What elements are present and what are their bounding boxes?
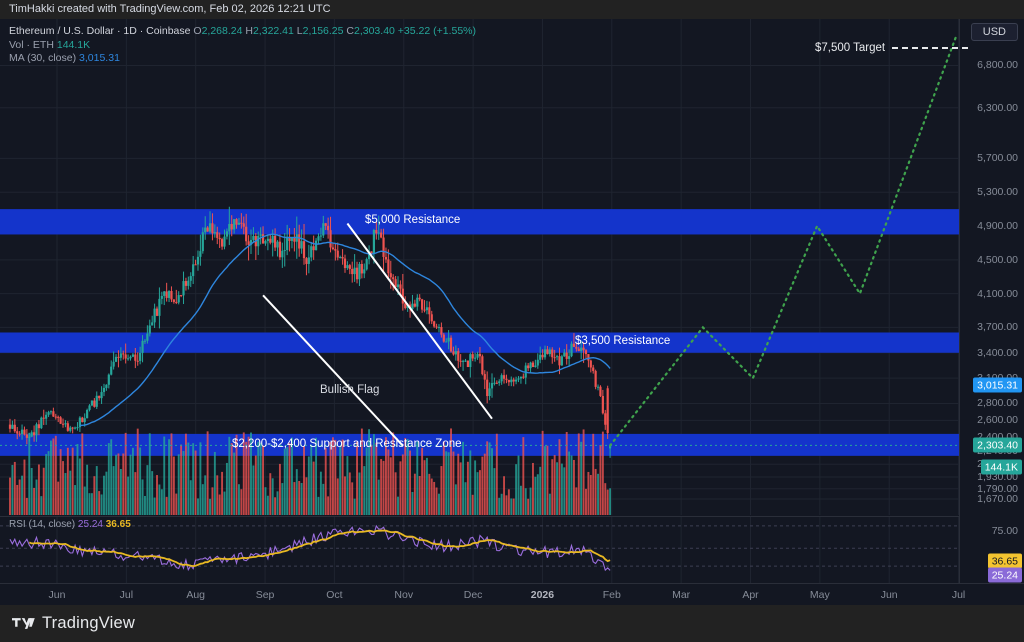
price-chart-svg [0,19,959,515]
legend-volume-value: 144.1K [56,38,91,51]
time-tick-may: May [809,589,830,601]
price-tick-6300: 6,300.00 [977,101,1018,114]
time-tick-dec: Dec [463,589,483,601]
target-dashed-line [892,47,969,49]
rsi-pane[interactable] [0,516,959,583]
legend-low-value: 2,156.25 [302,25,344,37]
rsi-signal-line [28,529,611,568]
ma-30-line [79,233,611,427]
tradingview-brand: TradingView [42,614,135,632]
rsi-legend-label: RSI (14, close) [9,519,76,530]
annotation-support-zone: $2,200-$2,400 Support and Resistance Zon… [232,437,462,450]
footer-bar: TradingView [0,605,1024,642]
price-tick-4900: 4,900.00 [977,220,1018,233]
chart-legend: Ethereum / U.S. Dollar · 1D · Coinbase O… [9,25,476,66]
legend-volume-label: Vol · ETH [9,38,54,51]
candlesticks [8,206,612,458]
trendline-flag-upper [346,222,493,420]
time-tick-jul: Jul [951,589,966,601]
time-tick-2026: 2026 [530,589,555,601]
price-tick-1670: 1,670.00 [977,492,1018,505]
time-tick-jun: Jun [880,589,898,601]
legend-change: +35.22 (+1.55%) [397,25,477,37]
time-tick-mar: Mar [672,589,691,601]
legend-close-label: C [346,25,354,37]
time-tick-aug: Aug [186,589,206,601]
rsi-legend-signal-value: 36.65 [105,519,131,530]
annotation-resistance-5000: $5,000 Resistance [365,213,461,226]
legend-instrument: Ethereum / U.S. Dollar · 1D · Coinbase [9,25,191,37]
legend-row-ma: MA (30, close) 3,015.31 [9,52,476,66]
time-tick-apr: Apr [742,589,759,601]
legend-row-ohlc: Ethereum / U.S. Dollar · 1D · Coinbase O… [9,25,476,39]
rsi-legend-value: 25.24 [77,519,103,530]
ma-price-badge: 3,015.31 [973,377,1022,393]
price-tick-4500: 4,500.00 [977,253,1018,266]
current-price-badge: 2,303.40 [973,437,1022,453]
legend-row-volume: Vol · ETH 144.1K [9,39,476,53]
price-tick-3700: 3,700.00 [977,321,1018,334]
chart-frame: $5,000 Resistance $3,500 Resistance $2,2… [0,19,1024,605]
rsi-tick-75: 75.00 [991,525,1018,537]
zone-support_2200_2400 [0,433,959,456]
zone-resistance_3500 [0,332,959,353]
annotation-resistance-3500: $3,500 Resistance [575,334,671,347]
legend-open-value: 2,268.24 [201,25,243,37]
projection-path [608,34,958,447]
target-label: $7,500 Target [815,42,886,54]
price-tick-2600: 2,600.00 [977,414,1018,427]
legend-open-label: O [193,25,202,37]
volume-badge: 144.1K [980,459,1022,475]
time-tick-jun: Jun [48,589,66,601]
price-axis[interactable]: USD 6,800.00 6,300.00 5,700.00 5,300.00 4,90… [959,19,1024,583]
legend-ma-label: MA (30, close) [9,52,77,64]
price-tick-3400: 3,400.00 [977,346,1018,359]
tradingview-logo-icon [12,618,35,629]
price-tick-5300: 5,300.00 [977,186,1018,199]
time-tick-sep: Sep [255,589,275,601]
trendline-flag-lower [262,294,404,447]
rsi-legend: RSI (14, close) 25.24 36.65 [9,519,131,530]
rsi-chart-svg [0,517,959,583]
annotation-target: $7,500 Target [815,42,969,54]
legend-close-value: 2,303.40 [354,25,395,37]
legend-low-label: L [296,25,303,37]
rsi-value-badge: 25.24 [987,567,1022,583]
price-tick-5700: 5,700.00 [977,152,1018,165]
time-tick-oct: Oct [326,589,343,601]
price-tick-1790: 1,790.00 [977,482,1018,495]
legend-high-value: 2,322.41 [252,25,294,37]
zone-resistance_5000 [0,209,959,235]
legend-ma-value: 3,015.31 [79,52,120,64]
rsi-signal-badge: 36.65 [987,553,1022,569]
price-tick-6800: 6,800.00 [977,59,1018,72]
price-tick-4100: 4,100.00 [977,287,1018,300]
legend-high-label: H [245,25,253,37]
volume-bars [9,428,612,515]
price-pane[interactable] [0,19,959,515]
currency-chip[interactable]: USD [970,23,1018,41]
time-axis[interactable]: Jun Jul Aug Sep Oct Nov Dec 2026 Feb Mar Apr May Jun… [0,583,1024,605]
annotation-bullish-flag: Bullish Flag [320,384,380,397]
time-tick-nov: Nov [394,589,414,601]
price-tick-2800: 2,800.00 [977,397,1018,410]
time-tick-feb: Feb [602,589,621,601]
attribution-text: TimHakki created with TradingView.com, F… [0,0,1024,19]
time-tick-jul: Jul [119,589,134,601]
